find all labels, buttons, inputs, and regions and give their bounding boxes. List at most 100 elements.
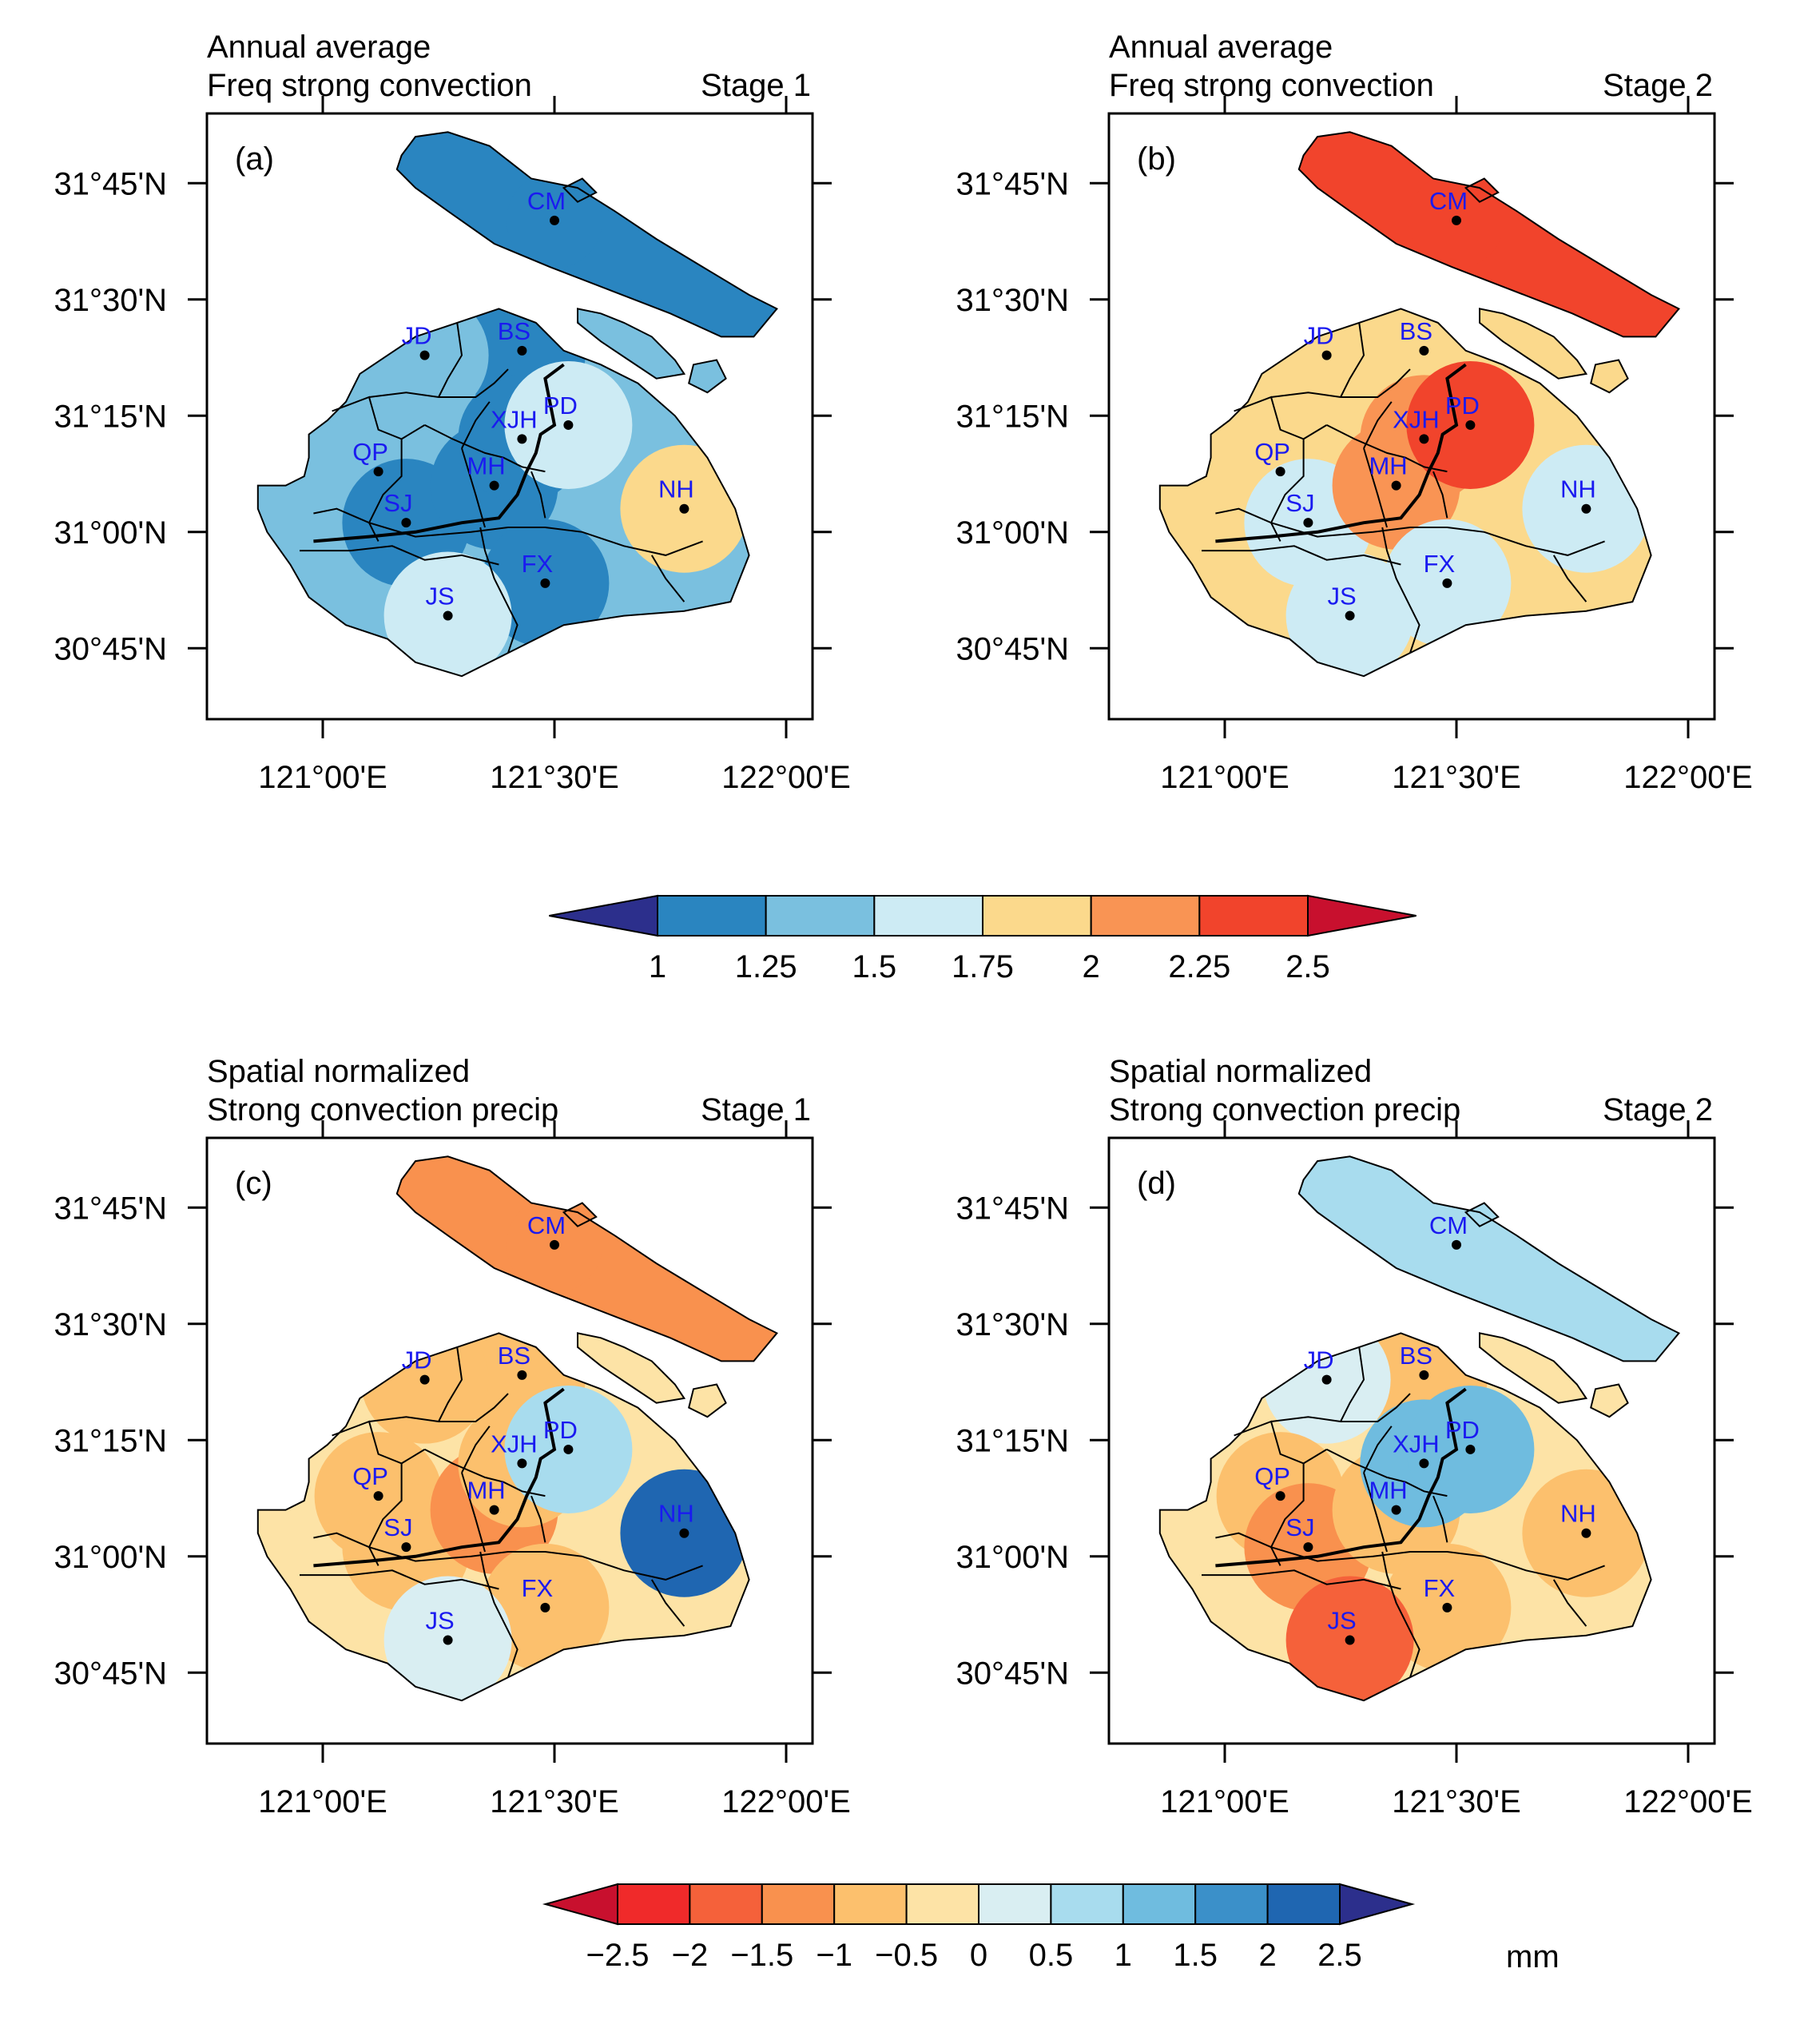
coastline-4 bbox=[1464, 1202, 1500, 1227]
station-marker bbox=[1345, 1635, 1355, 1645]
colorbar-box bbox=[1050, 1883, 1124, 1925]
district-boundary-1 bbox=[368, 368, 509, 398]
y-tick-label: 31°00'N bbox=[54, 515, 167, 551]
colorbar-label: 1 bbox=[1115, 1938, 1132, 1973]
station-label: MH bbox=[467, 1477, 505, 1505]
colorbar-label: 0 bbox=[970, 1938, 987, 1973]
district-boundary-0 bbox=[1340, 322, 1365, 398]
station-marker bbox=[1465, 420, 1476, 430]
district-boundary-5 bbox=[1215, 507, 1605, 556]
huangpu-river bbox=[313, 1387, 565, 1568]
colorbar-label: 2 bbox=[1083, 949, 1100, 984]
district-boundary-10 bbox=[461, 401, 491, 449]
station-label: NH bbox=[658, 475, 694, 503]
station-marker bbox=[550, 1239, 559, 1250]
coastline-2 bbox=[577, 308, 686, 380]
y-tick-label: 31°30'N bbox=[54, 1307, 167, 1342]
station-label: CM bbox=[527, 187, 566, 215]
coastline-3 bbox=[688, 359, 727, 394]
district-boundary-0 bbox=[438, 1346, 463, 1422]
colorbar-label: 2.5 bbox=[1317, 1938, 1362, 1973]
district-boundary-6 bbox=[1202, 545, 1401, 566]
district-boundary-10 bbox=[461, 1426, 491, 1473]
station-marker bbox=[443, 610, 453, 621]
y-tick-label: 30°45'N bbox=[956, 631, 1069, 666]
station-label: PD bbox=[1445, 1416, 1480, 1444]
station-marker bbox=[419, 1374, 430, 1385]
y-tick-label: 30°45'N bbox=[956, 1656, 1069, 1691]
station-label: FX bbox=[522, 1574, 554, 1602]
y-tick-label: 31°30'N bbox=[956, 1307, 1069, 1342]
station-label: JS bbox=[1328, 1607, 1357, 1635]
panel-title-line1: Annual average bbox=[1109, 30, 1333, 65]
colorbar-box bbox=[1198, 895, 1309, 937]
station-marker bbox=[489, 1505, 499, 1515]
y-tick-label: 31°45'N bbox=[956, 1191, 1069, 1226]
station-marker bbox=[1465, 1444, 1476, 1454]
colorbar-label: −2 bbox=[672, 1938, 709, 1973]
colorbar-label: 1.5 bbox=[852, 949, 897, 984]
colorbar-box bbox=[905, 1883, 979, 1925]
panel-title-line1: Spatial normalized bbox=[207, 1054, 470, 1089]
colorbar-label: 1 bbox=[649, 949, 666, 984]
district-boundary-10 bbox=[1363, 401, 1393, 449]
station-marker bbox=[489, 480, 499, 491]
station-label: NH bbox=[1560, 475, 1596, 503]
y-tick-label: 30°45'N bbox=[54, 631, 167, 666]
station-label: CM bbox=[1429, 187, 1468, 215]
station-label: SJ bbox=[1285, 489, 1314, 517]
station-label: JS bbox=[1328, 583, 1357, 610]
x-tick-label: 121°00'E bbox=[258, 1784, 387, 1819]
station-label: QP bbox=[352, 438, 388, 466]
district-boundary-6 bbox=[300, 1569, 499, 1590]
station-marker bbox=[517, 345, 527, 356]
station-marker bbox=[1321, 1374, 1332, 1385]
colorbar-box bbox=[617, 1883, 691, 1925]
colorbar-box bbox=[765, 895, 876, 937]
district-boundary-3 bbox=[424, 424, 546, 473]
station-label: JD bbox=[402, 1346, 432, 1374]
district-boundary-4 bbox=[1270, 439, 1305, 542]
x-tick-label: 122°00'E bbox=[721, 760, 851, 795]
station-label: XJH bbox=[1393, 405, 1440, 433]
district-boundary-9 bbox=[1363, 447, 1388, 528]
x-tick-label: 121°00'E bbox=[1160, 760, 1289, 795]
panel-label: (a) bbox=[235, 141, 274, 177]
colorbar-high-triangle bbox=[1339, 1883, 1416, 1926]
colorbar-label: 2.25 bbox=[1168, 949, 1230, 984]
station-label: NH bbox=[658, 1500, 694, 1528]
station-label: FX bbox=[1424, 550, 1456, 578]
station-label: QP bbox=[352, 1462, 388, 1490]
station-marker bbox=[1391, 480, 1401, 491]
district-boundary-9 bbox=[1363, 1472, 1388, 1553]
district-boundary-2 bbox=[1234, 396, 1328, 440]
station-marker bbox=[373, 467, 383, 477]
station-marker bbox=[1419, 434, 1429, 444]
y-tick-label: 31°30'N bbox=[956, 283, 1069, 318]
district-boundary-11 bbox=[1552, 555, 1587, 602]
district-boundary-4 bbox=[368, 439, 403, 542]
station-marker bbox=[1419, 1458, 1429, 1469]
station-marker bbox=[1303, 518, 1313, 528]
station-marker bbox=[1452, 215, 1461, 225]
x-tick-label: 121°30'E bbox=[490, 760, 619, 795]
station-marker bbox=[550, 215, 559, 225]
y-tick-label: 31°00'N bbox=[54, 1540, 167, 1575]
y-tick-label: 31°30'N bbox=[54, 283, 167, 318]
colorbar-low-triangle bbox=[549, 894, 658, 937]
x-tick-label: 121°30'E bbox=[1392, 1784, 1521, 1819]
station-marker bbox=[401, 1542, 411, 1553]
coastline-0 bbox=[1158, 308, 1652, 678]
y-tick-label: 31°45'N bbox=[54, 1191, 167, 1226]
colorbar-high-triangle bbox=[1307, 894, 1417, 937]
y-tick-label: 31°15'N bbox=[54, 1423, 167, 1458]
station-marker bbox=[1581, 503, 1591, 514]
coastline-3 bbox=[1590, 359, 1629, 394]
x-tick-label: 121°30'E bbox=[490, 1784, 619, 1819]
station-marker bbox=[679, 503, 689, 514]
station-label: MH bbox=[467, 452, 505, 480]
coastline-1 bbox=[1297, 1155, 1680, 1362]
station-marker bbox=[563, 1444, 574, 1454]
station-label: JD bbox=[402, 322, 432, 350]
